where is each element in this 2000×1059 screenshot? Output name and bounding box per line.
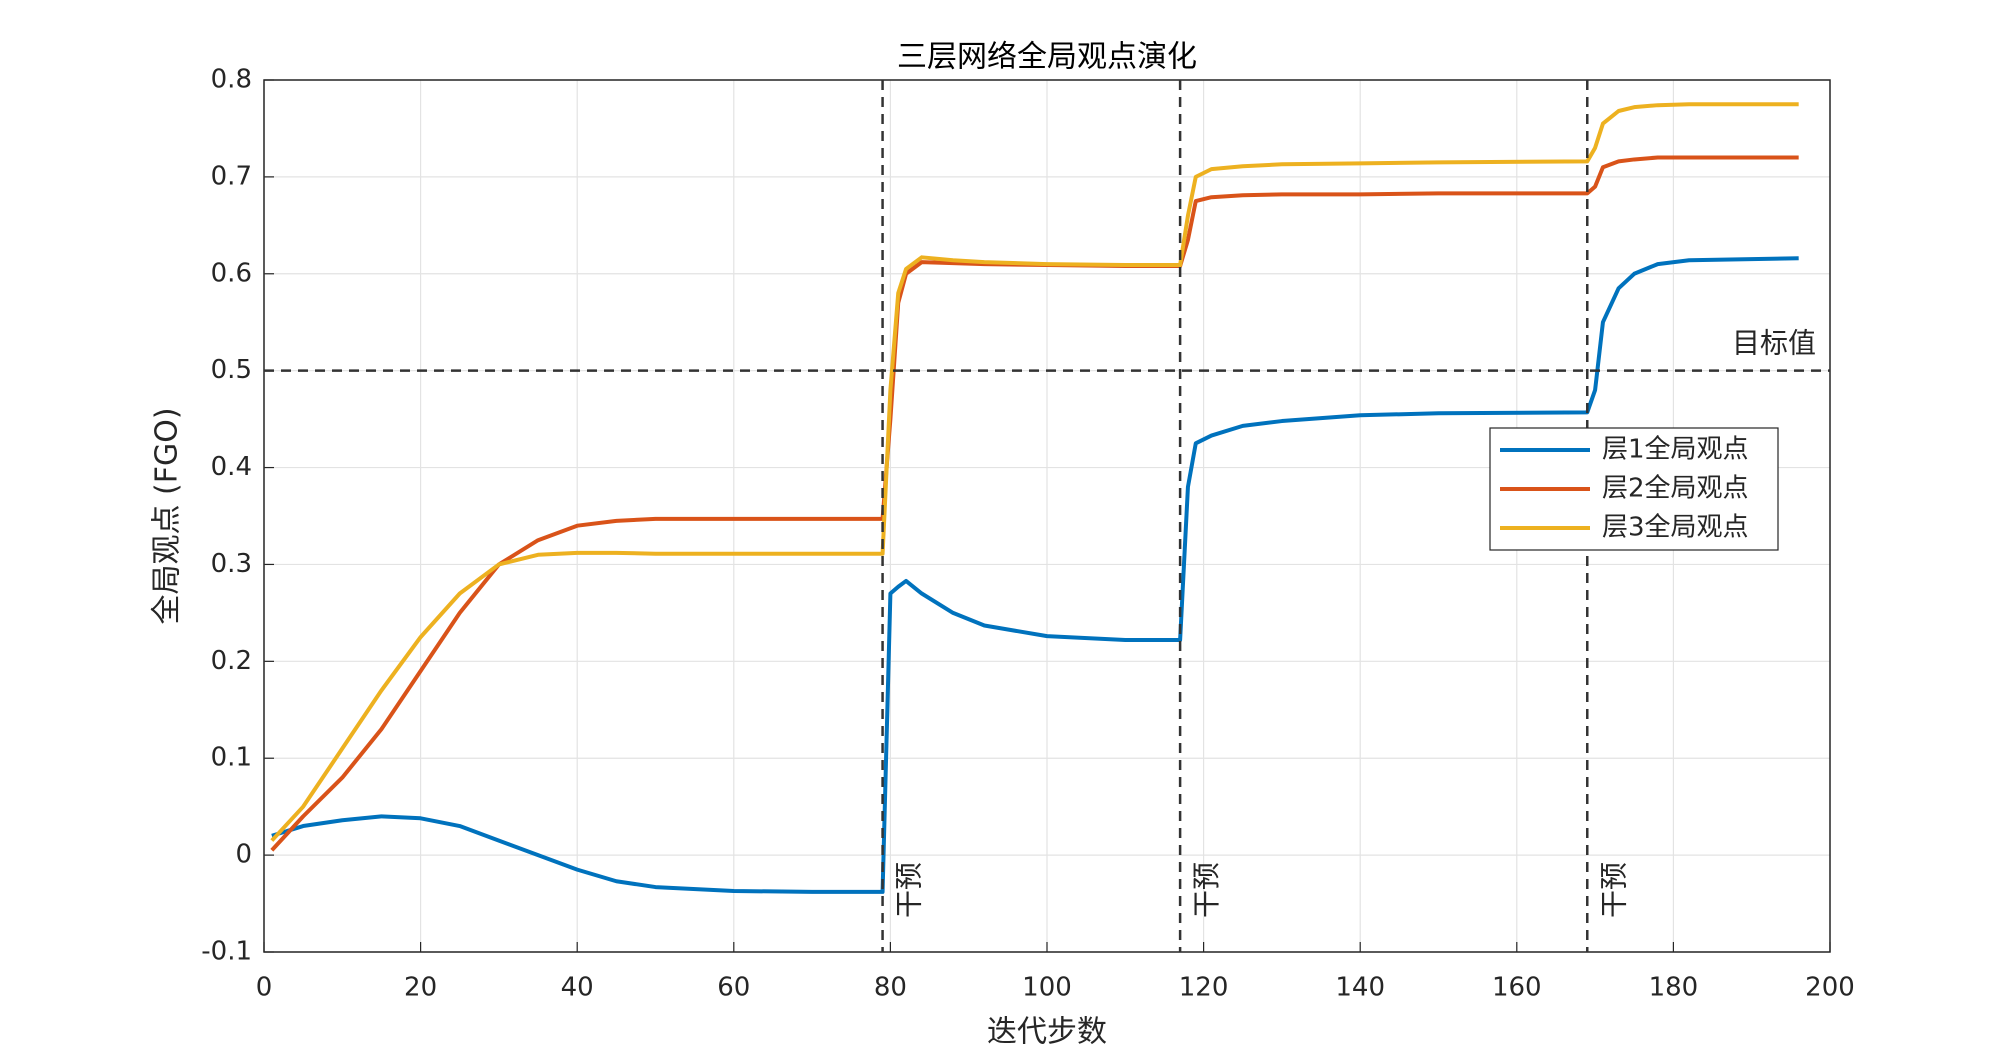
chart-title: 三层网络全局观点演化: [897, 40, 1197, 75]
x-tick-label: 160: [1492, 973, 1542, 1003]
target-label: 目标值: [1732, 327, 1816, 360]
legend-label: 层2全局观点: [1602, 474, 1749, 504]
y-tick-label: 0.7: [211, 161, 252, 191]
legend-label: 层1全局观点: [1602, 435, 1749, 465]
y-tick-label: 0.6: [211, 258, 252, 288]
x-tick-label: 200: [1805, 973, 1855, 1003]
y-tick-label: 0.8: [211, 65, 252, 95]
y-tick-label: 0.4: [211, 452, 252, 482]
x-tick-label: 140: [1335, 973, 1385, 1003]
x-axis-label: 迭代步数: [987, 1015, 1107, 1050]
x-tick-label: 0: [256, 973, 273, 1003]
x-tick-label: 100: [1022, 973, 1072, 1003]
y-tick-label: 0.3: [211, 549, 252, 579]
y-tick-label: 0.5: [211, 355, 252, 385]
x-tick-label: 40: [561, 973, 594, 1003]
series-line: [270, 155, 1799, 852]
series-line: [271, 256, 1799, 894]
y-tick-label: 0: [235, 840, 252, 870]
series-line: [270, 102, 1799, 842]
axes-box: [263, 79, 1831, 953]
intervention-label: 干预: [893, 862, 926, 918]
x-tick-label: 20: [404, 973, 437, 1003]
y-tick-label: 0.1: [211, 743, 252, 773]
x-tick-label: 80: [874, 973, 907, 1003]
x-tick-label: 120: [1179, 973, 1229, 1003]
x-tick-label: 180: [1649, 973, 1699, 1003]
intervention-label: 干预: [1597, 862, 1630, 918]
x-tick-label: 60: [717, 973, 750, 1003]
legend-label: 层3全局观点: [1602, 513, 1749, 543]
y-tick-label: -0.1: [201, 937, 252, 967]
y-tick-label: 0.2: [211, 646, 252, 676]
intervention-label: 干预: [1190, 862, 1223, 918]
y-axis-label: 全局观点 (FGO): [150, 407, 185, 624]
